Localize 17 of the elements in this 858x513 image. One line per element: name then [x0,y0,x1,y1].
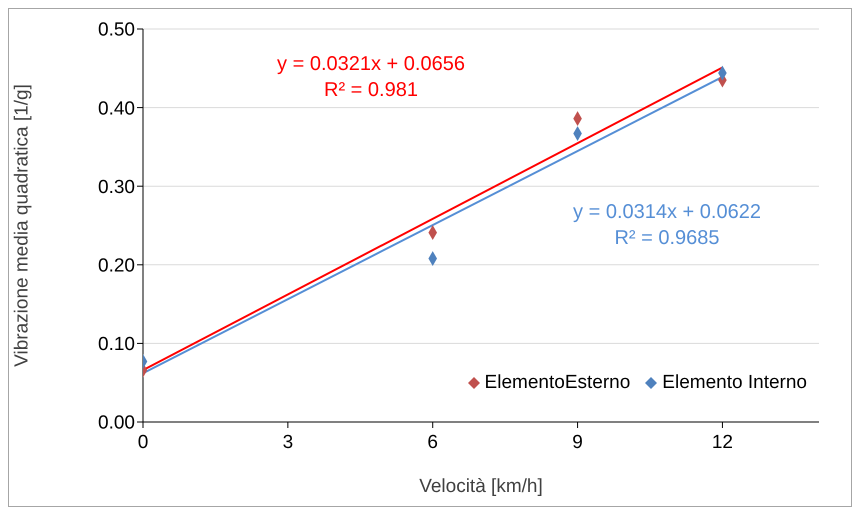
y-tick-label: 0.50 [98,20,135,41]
annotation: y = 0.0321x + 0.0656 R² = 0.981 [277,52,465,103]
annotation: y = 0.0314x + 0.0622 R² = 0.9685 [573,200,761,251]
y-tick-label: 0.30 [98,176,135,198]
y-tick-label: 0.10 [98,334,135,356]
x-tick-label: 12 [712,432,733,453]
y-tick-label: 0.20 [98,256,135,277]
x-tick-label: 0 [138,432,148,453]
y-axis-title: Vibrazione media quadratica [1/g] [12,84,33,367]
legend-label: ElementoEsterno [484,372,630,394]
x-tick-label: 3 [282,432,294,453]
legend-label: Elemento Interno [661,372,807,394]
y-tick-label: 0.40 [98,98,135,120]
x-tick-label: 6 [427,432,438,453]
x-axis-title: Velocità [km/h] [419,476,543,497]
x-tick-label: 9 [572,432,583,453]
y-tick-label: 0.00 [98,412,135,434]
